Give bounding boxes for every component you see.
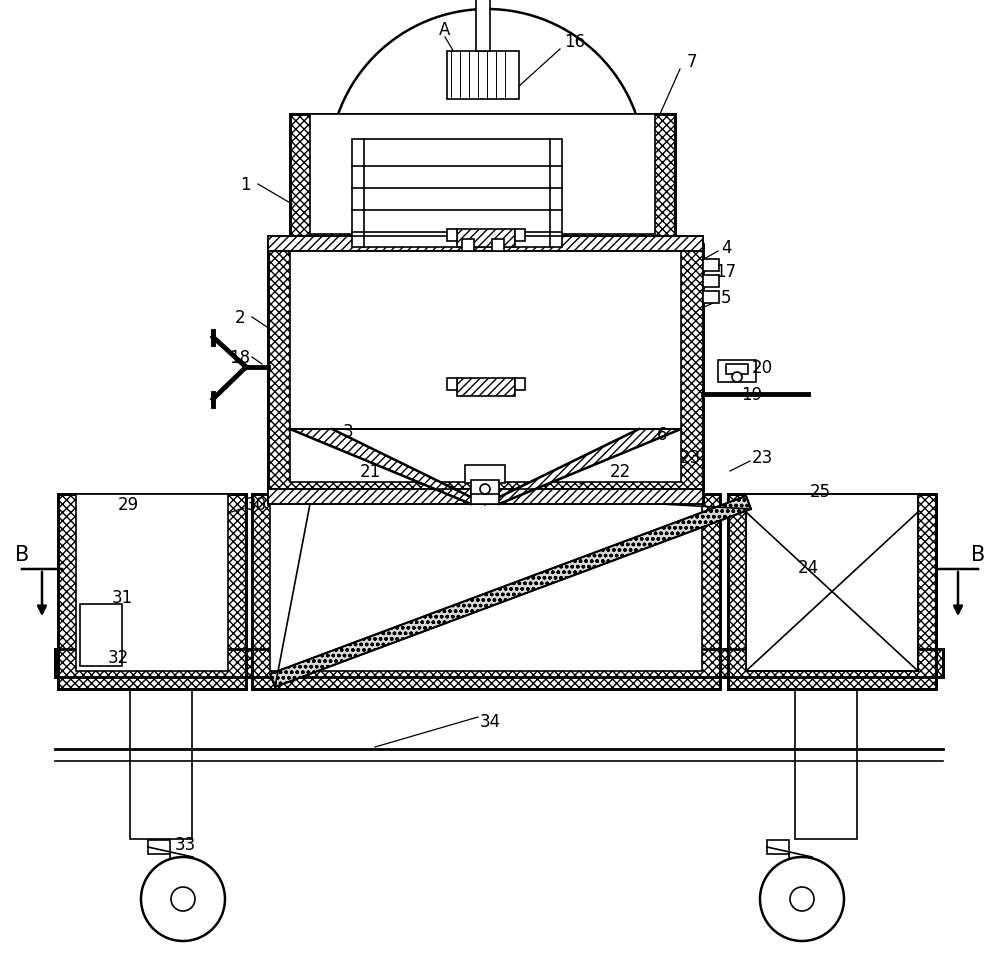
Bar: [268, 237, 703, 251]
Bar: [270, 495, 702, 671]
Circle shape: [141, 857, 225, 941]
Bar: [268, 237, 703, 251]
Bar: [457, 378, 515, 397]
Bar: [471, 480, 499, 495]
Bar: [746, 495, 918, 671]
Circle shape: [760, 857, 844, 941]
Text: 4: 4: [721, 239, 731, 257]
Bar: [80, 604, 122, 666]
Text: 31: 31: [111, 589, 133, 606]
Text: 5: 5: [721, 289, 731, 307]
Bar: [55, 649, 943, 678]
Text: 33: 33: [174, 835, 196, 853]
Bar: [268, 244, 703, 505]
Polygon shape: [290, 429, 485, 505]
Bar: [703, 291, 719, 304]
Bar: [76, 495, 228, 671]
Circle shape: [480, 484, 490, 495]
Bar: [465, 466, 505, 483]
Bar: [252, 495, 720, 689]
Bar: [795, 671, 857, 839]
Polygon shape: [270, 497, 751, 688]
Text: 21: 21: [359, 463, 381, 480]
Text: 22: 22: [609, 463, 631, 480]
Text: 3: 3: [343, 422, 353, 440]
Bar: [58, 495, 246, 689]
Bar: [352, 140, 562, 247]
Bar: [703, 276, 719, 288]
Text: 2: 2: [235, 309, 245, 327]
Text: 30: 30: [245, 496, 267, 513]
Text: 1: 1: [240, 176, 250, 194]
Bar: [252, 495, 720, 689]
Bar: [492, 240, 504, 251]
Text: 34: 34: [479, 712, 501, 731]
Text: 16: 16: [564, 33, 586, 51]
Bar: [447, 230, 457, 242]
Bar: [447, 52, 519, 100]
Text: 25: 25: [809, 482, 831, 501]
Bar: [462, 240, 474, 251]
Text: B: B: [15, 545, 29, 564]
Bar: [310, 114, 655, 235]
Text: 23: 23: [679, 449, 701, 467]
Bar: [457, 230, 515, 247]
Bar: [55, 649, 943, 678]
Bar: [447, 378, 457, 390]
Bar: [130, 671, 192, 839]
Text: A: A: [439, 21, 451, 39]
Bar: [290, 114, 675, 254]
Text: 20: 20: [751, 359, 773, 377]
Text: 19: 19: [741, 385, 763, 404]
Bar: [515, 230, 525, 242]
Circle shape: [732, 373, 742, 382]
Circle shape: [790, 887, 814, 911]
Text: 7: 7: [687, 53, 697, 71]
Bar: [767, 840, 789, 854]
Text: B: B: [971, 545, 985, 564]
Bar: [148, 840, 170, 854]
Bar: [703, 260, 719, 272]
Text: 18: 18: [229, 348, 251, 367]
Bar: [746, 495, 918, 671]
Bar: [728, 495, 936, 689]
Text: 32: 32: [107, 648, 129, 666]
Bar: [718, 361, 756, 382]
Bar: [268, 490, 703, 505]
Text: 23: 23: [751, 449, 773, 467]
Bar: [268, 244, 703, 505]
Text: 6: 6: [657, 425, 667, 444]
Bar: [471, 479, 499, 505]
Bar: [515, 378, 525, 390]
Bar: [58, 495, 246, 689]
Bar: [726, 365, 748, 375]
Circle shape: [171, 887, 195, 911]
Bar: [290, 114, 675, 254]
Text: 17: 17: [715, 263, 737, 281]
Polygon shape: [485, 429, 681, 505]
Text: 24: 24: [797, 558, 819, 576]
Bar: [728, 495, 936, 689]
Bar: [268, 490, 703, 505]
Text: 29: 29: [117, 496, 139, 513]
Bar: [290, 244, 681, 482]
Bar: [476, 0, 490, 52]
